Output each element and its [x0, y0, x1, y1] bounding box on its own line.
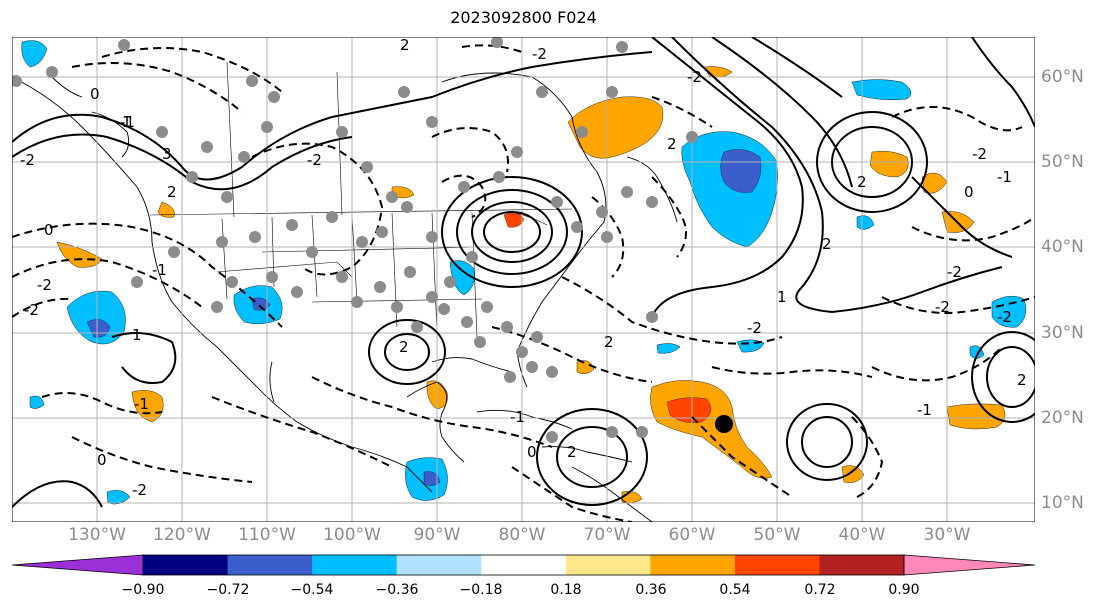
- contour-label: 3: [162, 145, 172, 163]
- colorbar-tick-label: 0.18: [550, 582, 582, 598]
- contour-label: 1: [132, 326, 142, 344]
- contour-label: -2: [935, 298, 950, 316]
- latitude-label: 40°N: [1041, 237, 1084, 257]
- colorbar-tick-label: 0.90: [888, 582, 920, 598]
- colorbar-segment: [565, 555, 651, 575]
- longitude-label: 50°W: [753, 525, 801, 545]
- contour-label: -1: [152, 261, 167, 279]
- forecast-map: 2 0 -2 -1 1 3 2 -2 -2 0 -1 1 -2 2 2 -1 -…: [12, 37, 1035, 522]
- contour-label: -2: [747, 319, 762, 337]
- contour-label: 2: [857, 173, 867, 191]
- latitude-label: 10°N: [1041, 493, 1084, 513]
- contour-label: 2: [567, 443, 577, 461]
- longitude-label: 80°W: [498, 525, 546, 545]
- dashed-contours: [12, 44, 1035, 522]
- contour-label: 2: [400, 37, 410, 54]
- colorbar-extend-max: [903, 554, 1035, 576]
- colorbar-segments: [12, 554, 1035, 576]
- strong-negative-anomaly-fills: [86, 149, 762, 486]
- longitude-label: 90°W: [413, 525, 461, 545]
- contour-label: 1: [777, 288, 787, 306]
- map-title: 2023092800 F024: [450, 8, 597, 27]
- colorbar-segment: [819, 555, 905, 575]
- contour-label: -2: [947, 263, 962, 281]
- latitude-label: 60°N: [1041, 67, 1084, 87]
- contour-label: -2: [20, 151, 35, 169]
- colorbar-segment: [481, 555, 567, 575]
- colorbar: [12, 554, 1035, 576]
- solid-contours: [12, 37, 1035, 508]
- colorbar-segment: [312, 555, 398, 575]
- longitude-label: 100°W: [323, 525, 381, 545]
- contour-label: -2: [132, 481, 147, 499]
- colorbar-segment: [143, 555, 229, 575]
- colorbar-segment: [396, 555, 482, 575]
- contour-label: -2: [307, 151, 322, 169]
- contour-label: -2: [997, 308, 1012, 326]
- contour-label: 2: [167, 183, 177, 201]
- colorbar-segment: [227, 555, 313, 575]
- contour-label: -1: [510, 408, 525, 426]
- colorbar-frame: [142, 554, 905, 576]
- colorbar-tick-label: −0.54: [290, 582, 334, 598]
- colorbar-segment: [650, 555, 736, 575]
- contour-label: -2: [532, 45, 547, 63]
- coastlines: [12, 72, 678, 522]
- contour-label: 2: [822, 235, 832, 253]
- colorbar-tick-label: 0.72: [804, 582, 836, 598]
- colorbar-tick-label: −0.36: [375, 582, 419, 598]
- longitude-label: 130°W: [68, 525, 126, 545]
- graticule: [12, 37, 1035, 522]
- contour-label: 0: [964, 183, 974, 201]
- colorbar-tick-label: −0.72: [206, 582, 250, 598]
- latitude-label: 30°N: [1041, 323, 1084, 343]
- contour-label: 2: [1017, 371, 1027, 389]
- colorbar-tick-label: 0.54: [719, 582, 751, 598]
- colorbar-tick-label: 0.36: [635, 582, 667, 598]
- longitude-label: 70°W: [583, 525, 631, 545]
- contour-label: -1: [917, 401, 932, 419]
- longitude-label: 120°W: [153, 525, 211, 545]
- contour-label: 1: [122, 113, 132, 131]
- contour-label: -2: [687, 68, 702, 86]
- latitude-label: 20°N: [1041, 408, 1084, 428]
- longitude-label: 40°W: [838, 525, 886, 545]
- longitude-label: 30°W: [923, 525, 971, 545]
- contour-label: 0: [527, 443, 537, 461]
- station-markers: [12, 37, 698, 443]
- contour-label: 2: [399, 338, 409, 356]
- strong-positive-anomaly-fills: [503, 212, 712, 423]
- longitude-label: 60°W: [668, 525, 716, 545]
- colorbar-extend-min: [12, 554, 144, 576]
- contour-label: -1: [997, 168, 1012, 186]
- contour-label: -1: [134, 395, 149, 413]
- contour-label: 0: [97, 451, 107, 469]
- storm-center-marker: [715, 415, 733, 433]
- contour-label: -2: [24, 301, 39, 319]
- colorbar-tick-label: −0.18: [459, 582, 503, 598]
- contour-label: 0: [90, 85, 100, 103]
- contour-label: -2: [37, 276, 52, 294]
- contour-label: 2: [667, 135, 677, 153]
- colorbar-tick-label: −0.90: [121, 582, 165, 598]
- colorbar-segment: [734, 555, 820, 575]
- contour-label: -2: [972, 145, 987, 163]
- contour-label: 0: [44, 221, 54, 239]
- contour-label-group: 2 0 -2 -1 1 3 2 -2 -2 0 -1 1 -2 2 2 -1 -…: [20, 37, 1027, 499]
- contour-label: -1: [120, 113, 135, 131]
- latitude-label: 50°N: [1041, 152, 1084, 172]
- contour-label: 2: [604, 333, 614, 351]
- longitude-label: 110°W: [238, 525, 296, 545]
